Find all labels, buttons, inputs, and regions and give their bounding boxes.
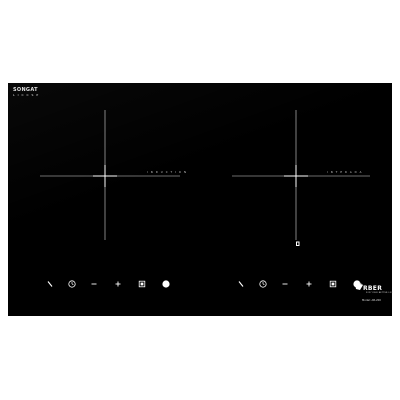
- manufacturer-logo: RBER FOR YOUR BETTER LIFE Model: AB-200: [354, 279, 394, 307]
- power-slash-button-right[interactable]: [235, 278, 247, 290]
- power-circle-icon: [162, 280, 170, 288]
- power-button-left[interactable]: [160, 278, 172, 290]
- lock-button-right[interactable]: [327, 278, 339, 290]
- lock-square-icon: [138, 280, 146, 288]
- induction-cooktop: SONGAT L I C C S P I N D U C T I O N I N…: [8, 83, 394, 316]
- zone-label-right: I N T E R A D A: [327, 171, 363, 174]
- hot-surface-indicator-icon: [296, 241, 300, 246]
- timer-icon: [68, 280, 76, 288]
- plus-icon: [306, 281, 312, 287]
- timer-button-right[interactable]: [257, 278, 269, 290]
- decrease-button-left[interactable]: [88, 278, 100, 290]
- cooking-zone-left[interactable]: I N D U C T I O N: [8, 83, 200, 316]
- timer-button-left[interactable]: [66, 278, 78, 290]
- model-number: Model: AB-200: [362, 299, 381, 302]
- plus-icon: [115, 281, 121, 287]
- cooking-zone-right[interactable]: I N T E R A D A: [200, 83, 392, 316]
- decrease-button-right[interactable]: [279, 278, 291, 290]
- logo-emblem-icon: [355, 282, 363, 290]
- lock-square-icon: [329, 280, 337, 288]
- minus-icon: [91, 283, 97, 285]
- increase-button-left[interactable]: [112, 278, 124, 290]
- lock-button-left[interactable]: [136, 278, 148, 290]
- increase-button-right[interactable]: [303, 278, 315, 290]
- brand-mark: SONGAT L I C C S P: [13, 88, 39, 97]
- timer-icon: [259, 280, 267, 288]
- zone-label-left: I N D U C T I O N: [147, 171, 188, 174]
- zone-crosshair-right: [232, 110, 370, 240]
- brand-tagline: L I C C S P: [13, 93, 40, 97]
- minus-icon: [282, 283, 288, 285]
- zone-crosshair-left: [40, 110, 180, 240]
- power-slash-icon: [238, 281, 244, 287]
- logo-tagline: FOR YOUR BETTER LIFE: [366, 292, 394, 294]
- logo-wordmark: RBER: [363, 285, 383, 292]
- power-slash-icon: [47, 281, 53, 287]
- brand-name: SONGAT: [13, 87, 38, 93]
- power-slash-button-left[interactable]: [44, 278, 56, 290]
